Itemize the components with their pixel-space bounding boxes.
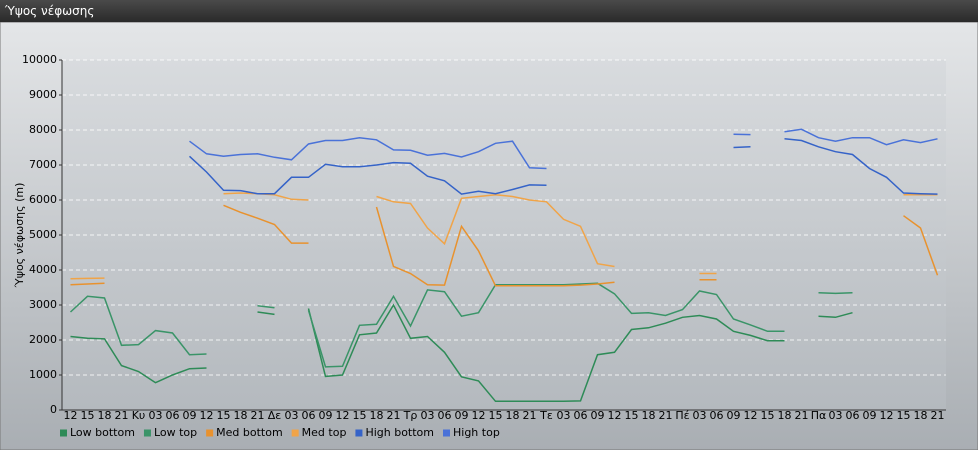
y-tick-label: 6000 (29, 193, 57, 206)
x-tick-label: 03 (421, 409, 435, 422)
x-tick-label: 21 (795, 409, 809, 422)
x-tick-label: 03 (829, 409, 843, 422)
x-tick-label: 15 (489, 409, 503, 422)
x-tick-label: 15 (217, 409, 231, 422)
x-tick-label: 21 (523, 409, 537, 422)
x-tick-label: 06 (302, 409, 316, 422)
x-tick-label: 03 (693, 409, 707, 422)
x-tick-label: 06 (846, 409, 860, 422)
x-tick-label: 12 (200, 409, 214, 422)
x-tick-label: 18 (778, 409, 792, 422)
y-tick-label: 0 (50, 403, 57, 416)
x-tick-label: 03 (557, 409, 571, 422)
y-tick-label: 9000 (29, 88, 57, 101)
x-tick-label: 21 (659, 409, 673, 422)
series-line (69, 282, 853, 368)
x-tick-label: Τε (539, 409, 553, 422)
x-tick-label: 18 (642, 409, 656, 422)
chart: Ύψος νέφωσης (m) 0 1000 2000 3000 4000 5000 60… (0, 22, 978, 450)
x-tick-label: 18 (370, 409, 384, 422)
x-tick-label: 09 (319, 409, 333, 422)
series-line (188, 138, 938, 195)
x-tick-label: 18 (914, 409, 928, 422)
y-axis-label: Ύψος νέφωσης (m) (13, 183, 26, 289)
legend-label: High top (453, 426, 500, 439)
y-tick-label: 8000 (29, 123, 57, 136)
x-tick-label: 12 (472, 409, 486, 422)
x-tick-label: 18 (98, 409, 112, 422)
legend-label: Med bottom (216, 426, 283, 439)
legend-swatch (291, 429, 299, 437)
x-tick-label: 03 (149, 409, 163, 422)
x-tick-label: 15 (897, 409, 911, 422)
x-tick-label: 12 (608, 409, 622, 422)
x-tick-label: 18 (234, 409, 248, 422)
x-tick-label: 09 (863, 409, 877, 422)
legend-label: High bottom (365, 426, 434, 439)
y-tick-label: 1000 (29, 368, 57, 381)
x-tick-label: 09 (727, 409, 741, 422)
x-tick-label: 12 (744, 409, 758, 422)
x-tick-label: 21 (931, 409, 945, 422)
x-tick-label: 06 (166, 409, 180, 422)
series-line (70, 204, 939, 287)
legend-swatch (60, 429, 67, 437)
y-tick-label: 7000 (29, 158, 57, 171)
y-tick-label: 5000 (29, 228, 57, 241)
x-tick-label: 15 (625, 409, 639, 422)
series-line (70, 303, 853, 403)
series-line (189, 128, 938, 170)
y-tick-label: 10000 (22, 53, 57, 66)
x-tick-label: 15 (761, 409, 775, 422)
legend-label: Low bottom (70, 426, 135, 439)
x-tick-label: 09 (591, 409, 605, 422)
x-tick-label: 18 (506, 409, 520, 422)
y-tick-label: 4000 (29, 263, 57, 276)
y-tick-label: 2000 (29, 333, 57, 346)
legend-label: Low top (154, 426, 197, 439)
x-tick-label: Πέ (675, 409, 689, 422)
legend-swatch (206, 429, 214, 437)
x-tick-label: 21 (251, 409, 265, 422)
x-tick-label: 09 (455, 409, 469, 422)
x-tick-label: 12 (880, 409, 894, 422)
x-tick-label: 12 (64, 409, 78, 422)
legend-swatch (355, 429, 363, 437)
x-tick-label: 06 (710, 409, 724, 422)
x-tick-label: Πα (811, 409, 827, 422)
x-tick-label: Τρ (403, 409, 418, 422)
x-tick-label: 06 (574, 409, 588, 422)
header-title: Ύψος νέφωσης (0, 0, 978, 22)
x-tick-label: 21 (115, 409, 129, 422)
x-tick-label: 15 (81, 409, 95, 422)
y-tick-label: 3000 (29, 298, 57, 311)
legend-label: Med top (302, 426, 347, 439)
x-tick-label: 06 (438, 409, 452, 422)
x-tick-label: 03 (285, 409, 299, 422)
legend-swatch (443, 429, 450, 437)
x-tick-label: 21 (387, 409, 401, 422)
x-tick-label: Κυ (132, 409, 146, 422)
legend-swatch (143, 429, 151, 437)
x-tick-label: 09 (183, 409, 197, 422)
x-tick-label: Δε (268, 409, 282, 422)
x-tick-label: 15 (353, 409, 367, 422)
x-tick-label: 12 (336, 409, 350, 422)
